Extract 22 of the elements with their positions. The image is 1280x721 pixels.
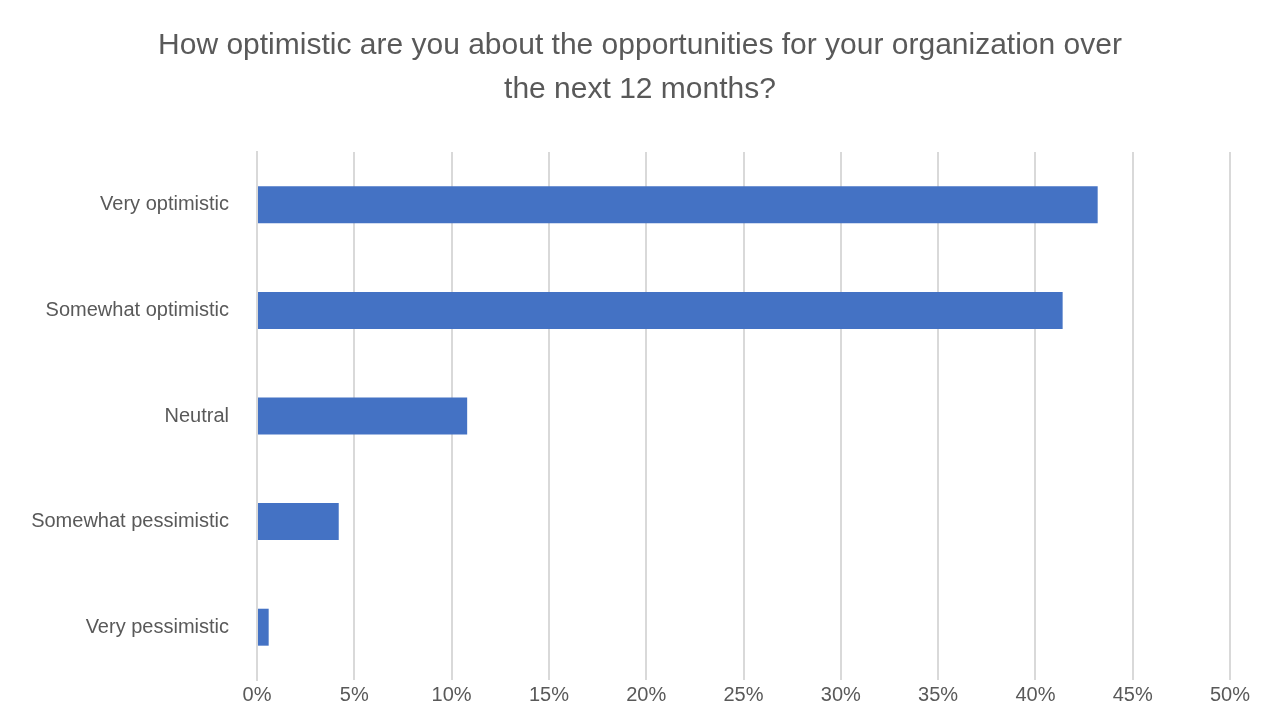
x-tick-label: 25% <box>723 682 764 705</box>
chart-title: How optimistic are you about the opportunities for your organization over the next 12 months? <box>157 26 1123 106</box>
x-tick-label: 50% <box>1209 682 1251 705</box>
bar <box>258 608 269 646</box>
bar <box>258 503 339 541</box>
bar <box>258 397 468 435</box>
bar <box>258 186 1098 224</box>
x-tick-label: 20% <box>626 682 667 705</box>
x-tick-label: 10% <box>431 682 472 705</box>
x-tick-label: 45% <box>1112 682 1153 705</box>
x-tick-label: 40% <box>1015 682 1056 705</box>
y-tick-label: Somewhat pessimistic <box>31 509 229 532</box>
y-tick-label: Neutral <box>164 403 229 426</box>
x-tick-label: 5% <box>339 682 369 705</box>
x-tick-label: 35% <box>918 682 959 705</box>
x-tick-label: 30% <box>820 682 862 705</box>
x-tick-label: 15% <box>528 682 570 705</box>
x-tick-label: 0% <box>242 682 272 705</box>
y-tick-label: Very pessimistic <box>85 614 229 637</box>
bar <box>258 291 1063 329</box>
y-tick-label: Somewhat optimistic <box>45 297 229 320</box>
y-tick-label: Very optimistic <box>100 192 229 215</box>
